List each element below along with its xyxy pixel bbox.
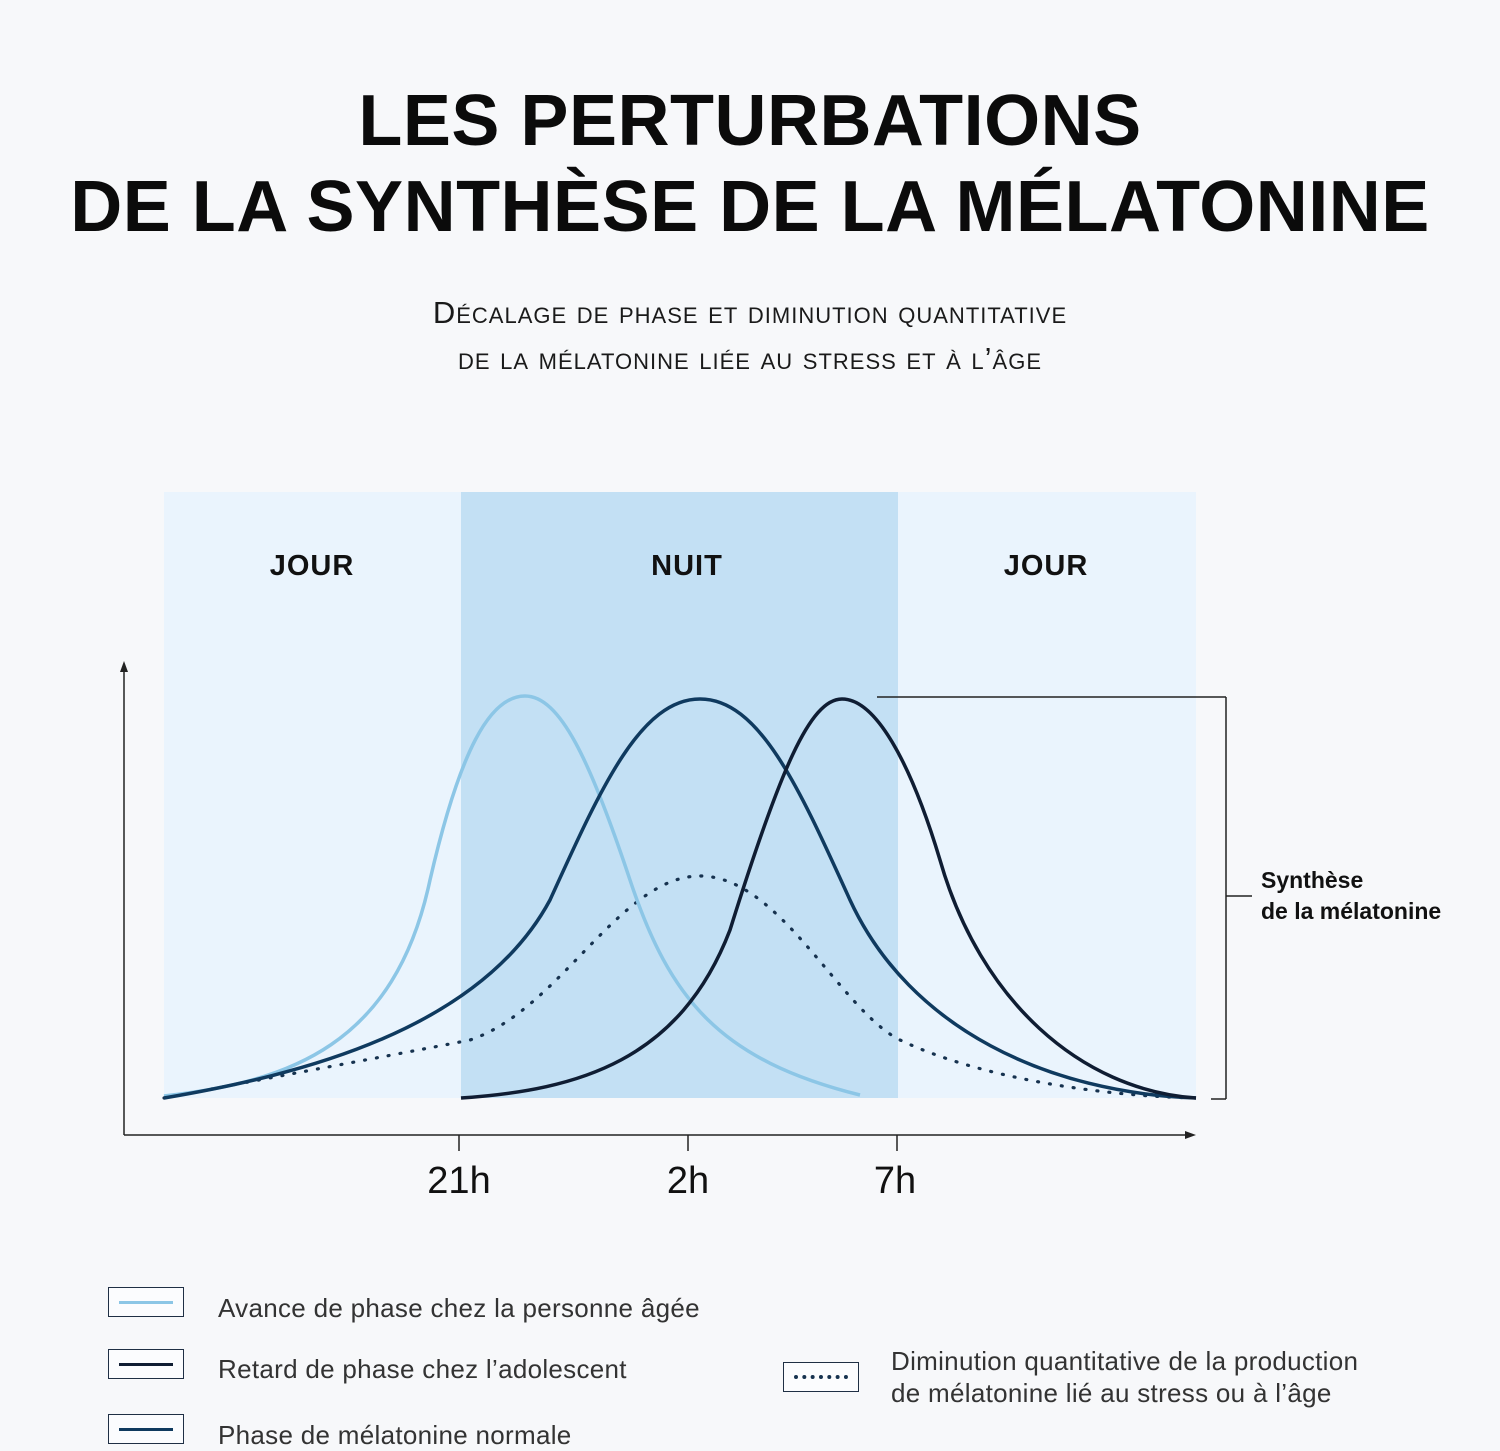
subtitle-line-2: de la mélatonine liée au stress et à l’â… xyxy=(457,341,1042,376)
series-diminution-line xyxy=(162,874,1198,1100)
band-label-nuit: NUIT xyxy=(651,550,723,582)
band-jour-right xyxy=(898,492,1196,1098)
legend-swatch-avance xyxy=(108,1287,184,1317)
x-axis-arrow xyxy=(1185,1131,1196,1139)
annotation-text-line-2: de la mélatonine xyxy=(1261,898,1441,924)
x-tick-label-7h: 7h xyxy=(874,1160,916,1202)
legend-item-diminution: Diminution quantitative de la production… xyxy=(783,1345,1358,1409)
y-axis-arrow xyxy=(120,661,128,672)
page-title: LES PERTURBATIONS DE LA SYNTHÈSE DE LA M… xyxy=(0,78,1500,250)
band-label-jour-right: JOUR xyxy=(1004,550,1089,582)
series-avance-line xyxy=(163,694,861,1098)
legend-item-retard: Retard de phase chez l’adolescent xyxy=(108,1343,627,1385)
band-nuit xyxy=(461,492,898,1098)
legend-item-avance: Avance de phase chez la personne âgée xyxy=(108,1280,700,1324)
band-label-jour-left: JOUR xyxy=(270,550,355,582)
x-tick-label-2h: 2h xyxy=(667,1160,709,1202)
band-jour-left xyxy=(164,492,461,1098)
series-retard-line xyxy=(460,697,1197,1100)
subtitle-line-1: Décalage de phase et diminution quantita… xyxy=(432,295,1068,330)
legend-label-diminution-line-1: Diminution quantitative de la production xyxy=(891,1346,1359,1376)
legend-swatch-diminution xyxy=(783,1362,859,1392)
legend-swatch-retard xyxy=(108,1349,184,1379)
legend-swatch-normale xyxy=(108,1414,184,1444)
annotation-text-line-1: Synthèse xyxy=(1261,867,1363,893)
legend-item-normale: Phase de mélatonine normale xyxy=(108,1407,572,1451)
legend-label-avance: Avance de phase chez la personne âgée xyxy=(218,1293,700,1323)
legend-label-normale: Phase de mélatonine normale xyxy=(218,1420,572,1450)
legend-label-diminution-line-2: de mélatonine lié au stress ou à l’âge xyxy=(891,1378,1332,1408)
title-line-2: DE LA SYNTHÈSE DE LA MÉLATONINE xyxy=(70,167,1430,247)
title-line-1: LES PERTURBATIONS xyxy=(358,81,1142,161)
x-tick-label-21h: 21h xyxy=(427,1160,490,1202)
legend-label-retard: Retard de phase chez l’adolescent xyxy=(218,1354,627,1384)
legend-label-diminution: Diminution quantitative de la production… xyxy=(891,1345,1358,1409)
page-subtitle: Décalage de phase et diminution quantita… xyxy=(0,290,1500,382)
series-normale-line xyxy=(163,697,1197,1100)
